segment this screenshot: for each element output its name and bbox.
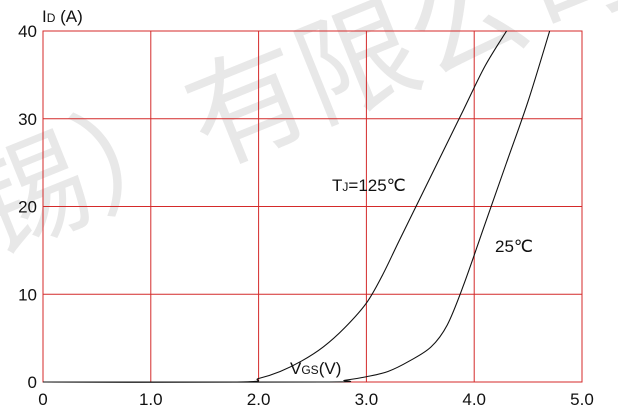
- x-tick-label: 0: [38, 390, 47, 409]
- tick-labels: 0 1.0 2.0 3.0 4.0 5.0 0 10 20 30 40: [18, 22, 594, 409]
- curves: [42, 30, 551, 383]
- x-tick-label: 4.0: [462, 390, 486, 409]
- y-tick-label: 20: [18, 198, 37, 217]
- x-tick-label: 1.0: [139, 390, 163, 409]
- x-tick-label: 3.0: [355, 390, 379, 409]
- y-tick-label: 30: [18, 110, 37, 129]
- series-line-tj-125: [42, 30, 508, 383]
- y-tick-label: 10: [18, 285, 37, 304]
- x-tick-label: 2.0: [247, 390, 271, 409]
- series-label-25c: 25℃: [495, 237, 533, 256]
- x-tick-label: 5.0: [570, 390, 594, 409]
- x-axis-label: VGS(V): [290, 359, 341, 378]
- y-axis-label: ID (A): [42, 7, 83, 26]
- y-tick-label: 0: [28, 373, 37, 392]
- series-line-25c: [42, 30, 551, 383]
- series-label-tj-125: TJ=125℃: [332, 176, 406, 195]
- y-tick-label: 40: [18, 22, 37, 41]
